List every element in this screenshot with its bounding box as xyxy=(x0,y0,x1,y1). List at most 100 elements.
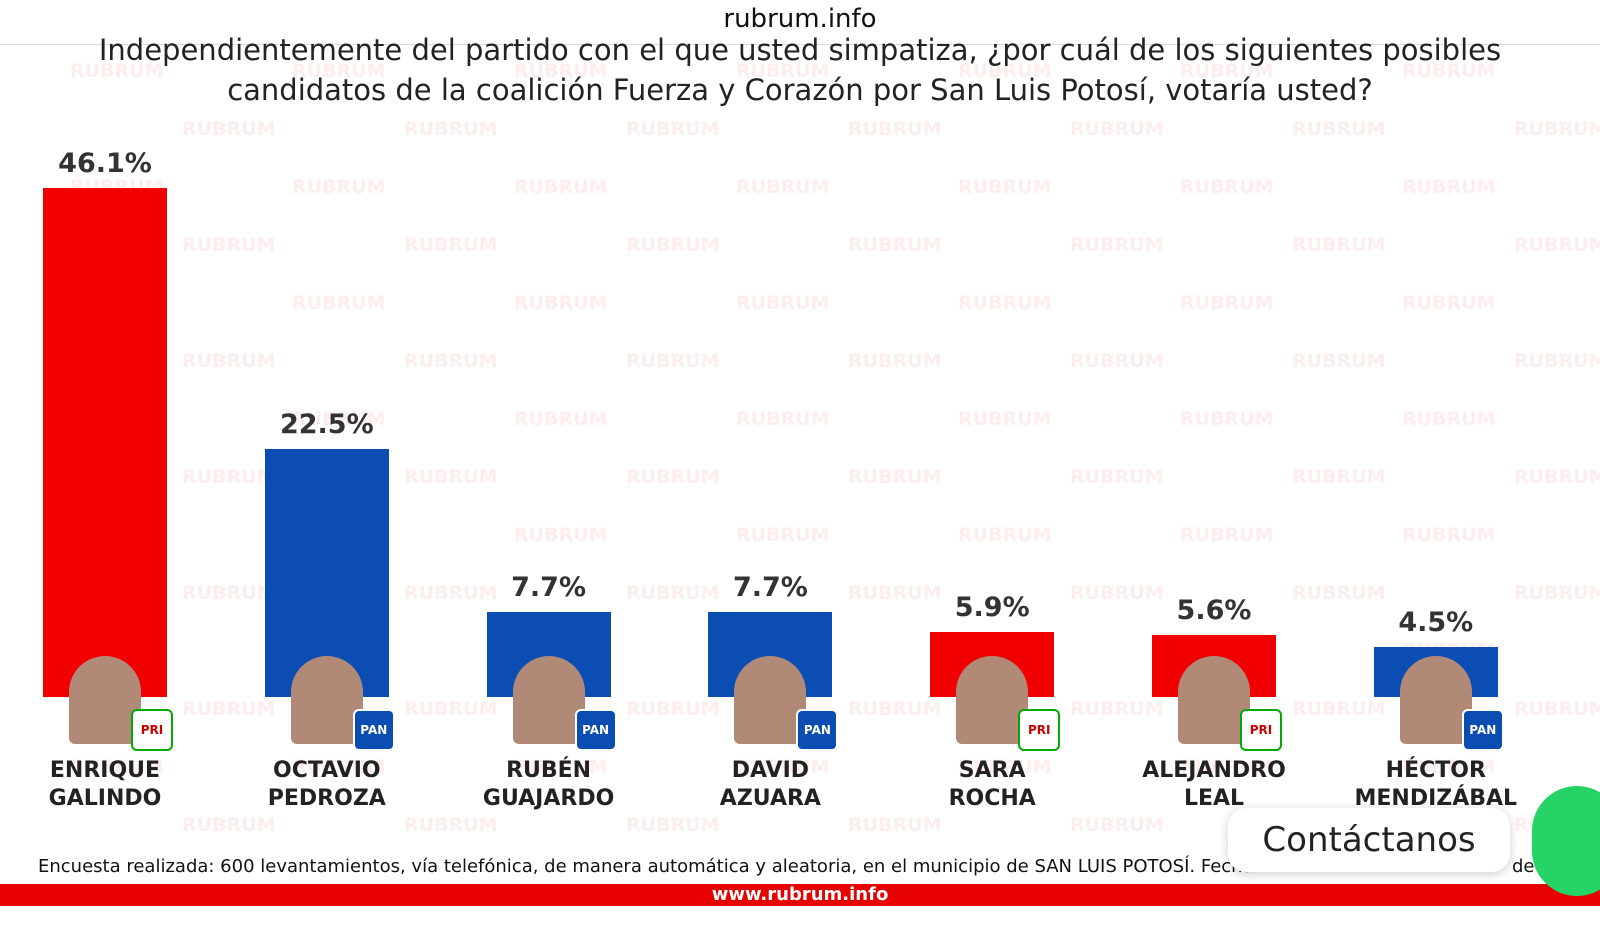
value-label: 22.5% xyxy=(279,408,374,440)
party-logo: PRI xyxy=(131,709,173,751)
watermark-text: RUBRUM xyxy=(848,582,942,604)
site-header: rubrum.info xyxy=(723,4,877,34)
watermark-text: RUBRUM xyxy=(1514,350,1600,372)
value-label: 5.6% xyxy=(1176,595,1252,627)
watermark-text: RUBRUM xyxy=(1180,524,1274,546)
watermark-text: RUBRUM xyxy=(1070,466,1164,488)
watermark-text: RUBRUM xyxy=(292,60,386,82)
watermark-text: RUBRUM xyxy=(1402,60,1496,82)
x-tick-label: ENRIQUE GALINDO xyxy=(48,758,162,811)
watermark-text: RUBRUM xyxy=(182,118,276,140)
watermark-text: RUBRUM xyxy=(736,176,830,198)
watermark-text: RUBRUM xyxy=(292,292,386,314)
watermark-text: RUBRUM xyxy=(1070,814,1164,836)
watermark-text: RUBRUM xyxy=(514,176,608,198)
watermark-text: RUBRUM xyxy=(736,756,830,778)
watermark-text: RUBRUM xyxy=(1514,582,1600,604)
watermark-text: RUBRUM xyxy=(514,60,608,82)
watermark-text: RUBRUM xyxy=(292,176,386,198)
watermark-text: RUBRUM xyxy=(1180,756,1274,778)
watermark-text: RUBRUM xyxy=(70,60,164,82)
watermark-text: RUBRUM xyxy=(404,814,498,836)
watermark-text: RUBRUM xyxy=(514,408,608,430)
watermark-text: RUBRUM xyxy=(848,118,942,140)
watermark-text: RUBRUM xyxy=(182,466,276,488)
watermark-text: RUBRUM xyxy=(626,582,720,604)
x-tick-label: HÉCTOR MENDIZÁBAL xyxy=(1354,758,1518,811)
watermark-text: RUBRUM xyxy=(1180,176,1274,198)
candidate-photo xyxy=(290,656,363,744)
watermark-text: RUBRUM xyxy=(1070,582,1164,604)
watermark-text: RUBRUM xyxy=(514,756,608,778)
party-logo: PAN xyxy=(574,709,617,751)
watermark-text: RUBRUM xyxy=(404,582,498,604)
watermark-text: RUBRUM xyxy=(1180,408,1274,430)
watermark-text: RUBRUM xyxy=(182,350,276,372)
value-label: 7.7% xyxy=(511,571,587,603)
watermark-text: RUBRUM xyxy=(1292,698,1386,720)
watermark-text: RUBRUM xyxy=(626,698,720,720)
watermark-text: RUBRUM xyxy=(1514,118,1600,140)
watermark-text: RUBRUM xyxy=(404,350,498,372)
watermark-text: RUBRUM xyxy=(1180,60,1274,82)
watermark-text: RUBRUM xyxy=(404,698,498,720)
party-logo: PAN xyxy=(796,709,839,751)
watermark-text: RUBRUM xyxy=(958,756,1052,778)
watermark-text: RUBRUM xyxy=(182,234,276,256)
footnote: Encuesta realizada: 600 levantamientos, … xyxy=(38,856,1254,877)
watermark-text: RUBRUM xyxy=(626,234,720,256)
watermark-text: RUBRUM xyxy=(1292,466,1386,488)
watermark-text: RUBRUM xyxy=(1402,756,1496,778)
candidate-photo xyxy=(512,656,585,744)
x-tick-label: OCTAVIO PEDROZA xyxy=(267,758,386,811)
watermark-text: RUBRUM xyxy=(404,118,498,140)
whatsapp-button[interactable] xyxy=(1532,786,1600,896)
candidate-photo xyxy=(69,656,141,744)
watermark-text: RUBRUM xyxy=(1514,466,1600,488)
value-label: 5.9% xyxy=(954,591,1030,623)
watermark-text: RUBRUM xyxy=(70,756,164,778)
watermark-text: RUBRUM xyxy=(736,292,830,314)
watermark-text: RUBRUM xyxy=(848,234,942,256)
watermark-text: RUBRUM xyxy=(1070,698,1164,720)
watermark-text: RUBRUM xyxy=(292,756,386,778)
header-divider xyxy=(0,44,1600,45)
candidate-photo xyxy=(956,656,1029,744)
candidate-photo xyxy=(1399,656,1472,744)
watermark-text: RUBRUM xyxy=(1514,234,1600,256)
value-label: 4.5% xyxy=(1398,607,1474,639)
watermark-text: RUBRUM xyxy=(736,408,830,430)
watermark-text: RUBRUM xyxy=(958,176,1052,198)
watermark-text: RUBRUM xyxy=(1070,118,1164,140)
watermark-text: RUBRUM xyxy=(848,698,942,720)
x-tick-label: RUBÉN GUAJARDO xyxy=(482,758,615,811)
contact-button[interactable]: Contáctanos xyxy=(1228,808,1510,872)
value-label: 46.1% xyxy=(58,148,152,180)
watermark-text: RUBRUM xyxy=(404,466,498,488)
watermark-text: RUBRUM xyxy=(1292,118,1386,140)
watermark-text: RUBRUM xyxy=(848,466,942,488)
footer-url: www.rubrum.info xyxy=(0,884,1600,906)
watermark-text: RUBRUM xyxy=(182,814,276,836)
watermark-text: RUBRUM xyxy=(958,60,1052,82)
watermark-text: RUBRUM xyxy=(848,814,942,836)
watermark-text: RUBRUM xyxy=(1514,698,1600,720)
watermark-text: RUBRUM xyxy=(626,350,720,372)
watermark-text: RUBRUM xyxy=(182,582,276,604)
watermark-text: RUBRUM xyxy=(626,118,720,140)
candidate-photo xyxy=(1178,656,1250,744)
x-tick-label: ALEJANDRO LEAL xyxy=(1142,758,1286,811)
watermark-text: RUBRUM xyxy=(626,466,720,488)
x-tick-label: DAVID AZUARA xyxy=(719,758,821,811)
watermark-text: RUBRUM xyxy=(1070,350,1164,372)
footnote-end: de xyxy=(1512,856,1535,877)
party-logo: PRI xyxy=(1018,709,1061,751)
party-logo: PAN xyxy=(352,709,395,751)
candidate-photo xyxy=(734,656,807,744)
watermark-text: RUBRUM xyxy=(736,60,830,82)
watermark-text: RUBRUM xyxy=(848,350,942,372)
watermark-text: RUBRUM xyxy=(1292,582,1386,604)
watermark-text: RUBRUM xyxy=(1402,176,1496,198)
